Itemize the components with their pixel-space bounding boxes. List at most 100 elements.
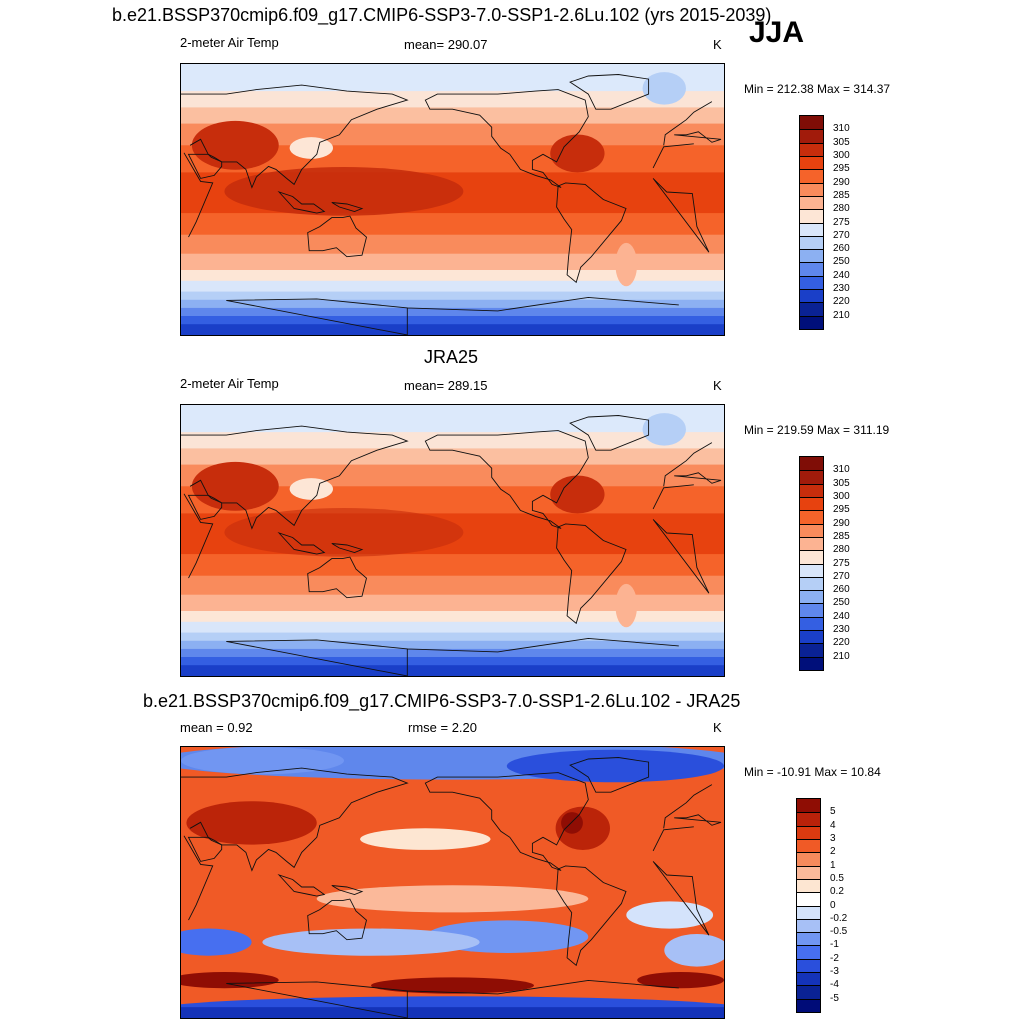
coastline [556,523,627,625]
coastline [307,898,368,941]
colorbar-tick-label: 295 [833,163,850,175]
colorbar-swatch [800,195,823,210]
panel1-minmax: Min = 212.38 Max = 314.37 [744,82,891,96]
coastline [331,202,364,212]
coastline [424,772,589,871]
coastline [226,979,679,1018]
coastline [181,84,722,189]
colorbar-swatch [800,275,823,290]
colorbar-tick-label: 305 [833,477,850,489]
colorbar-tick-label: 300 [833,490,850,502]
coastline [331,543,364,553]
colorbar-swatch [800,209,823,223]
colorbar-swatch [800,249,823,263]
coastline [226,296,679,335]
colorbar-swatch [797,892,820,906]
coastline [183,826,710,936]
coastline [331,885,364,895]
colorbar-swatch [797,812,820,826]
coastline [424,430,589,529]
colorbar-tick-label: 3 [830,832,836,844]
colorbar-swatch [797,918,820,933]
panel1-mean: mean= 290.07 [404,37,488,52]
colorbar-swatch [797,878,820,893]
colorbar-swatch [800,590,823,604]
colorbar-swatch [797,972,820,986]
panel1-title: b.e21.BSSP370cmip6.f09_g17.CMIP6-SSP3-7.… [112,5,772,25]
coastline [226,637,679,676]
colorbar-swatch [800,222,823,236]
colorbar-tick-label: 310 [833,464,850,476]
colorbar-swatch [800,550,823,564]
colorbar-swatch [800,630,823,644]
colorbar-swatch [797,825,820,839]
colorbar-swatch [800,315,823,329]
colorbar-swatch [800,302,823,316]
colorbar-swatch [797,958,820,973]
colorbar-tick-label: 230 [833,624,850,636]
colorbar-tick-label: 270 [833,229,850,241]
colorbar-swatch [800,262,823,276]
coastline [424,89,589,188]
colorbar-tick-label: 270 [833,570,850,582]
season-label: JJA [749,16,805,49]
colorbar-tick-label: 2 [830,846,836,858]
colorbar-swatch [800,483,823,497]
colorbar-tick-label: 305 [833,136,850,148]
panel3-title: b.e21.BSSP370cmip6.f09_g17.CMIP6-SSP3-7.… [143,691,741,711]
colorbar-swatch [800,457,823,471]
colorbar-tick-label: 275 [833,216,850,228]
panel2-units: K [713,378,722,393]
colorbar-swatch [800,496,823,511]
panel2-colorbar: 310 305 300 295 290 285 280 275 270 260 250 240 230 2… [799,456,850,671]
colorbar-swatch [797,838,820,853]
colorbar-swatch [797,799,820,813]
panel1-map [180,63,725,336]
coastline [181,425,722,530]
colorbar-swatch [797,985,820,999]
colorbar-tick-label: 290 [833,176,850,188]
coastline [187,494,223,520]
colorbar-swatch [797,865,820,879]
colorbar-swatch [797,932,820,946]
colorbar-tick-label: 1 [830,859,836,871]
coastline [183,143,710,253]
colorbar-swatch [800,470,823,484]
colorbar-swatch [797,905,820,919]
panel2-map [180,404,725,677]
colorbar-tick-label: 0.5 [830,872,844,884]
colorbar-tick-label: 220 [833,296,850,308]
panel2-minmax: Min = 219.59 Max = 311.19 [744,423,890,437]
colorbar-tick-label: 285 [833,530,850,542]
colorbar-tick-label: 250 [833,597,850,609]
colorbar-tick-label: 290 [833,517,850,529]
panel1-units: K [713,37,722,52]
colorbar-tick-label: -0.2 [830,912,848,924]
colorbar-tick-label: 0 [830,899,836,911]
coastline [277,191,326,214]
panel1-variable: 2-meter Air Temp [180,35,279,50]
colorbar-swatch [800,523,823,537]
colorbar-tick-label: 220 [833,637,850,649]
colorbar-swatch [797,852,820,866]
colorbar-tick-label: 280 [833,203,850,215]
colorbar-swatch [800,116,823,130]
panel2-variable: 2-meter Air Temp [180,376,279,391]
panel3-mean: mean = 0.92 [180,720,253,735]
colorbar-swatch [800,235,823,250]
coastline [307,215,368,258]
colorbar-swatch [797,945,820,959]
coastline [187,836,223,862]
coastline [277,874,326,897]
colorbar-tick-label: 260 [833,243,850,255]
colorbar-tick-label: 310 [833,123,850,135]
colorbar-tick-label: 210 [833,309,850,321]
colorbar-swatch [800,563,823,577]
colorbar-swatch [800,155,823,170]
coastline [277,532,326,555]
colorbar-swatch [800,536,823,551]
coastline [187,153,223,179]
colorbar-tick-label: 250 [833,256,850,268]
colorbar-tick-label: 240 [833,269,850,281]
